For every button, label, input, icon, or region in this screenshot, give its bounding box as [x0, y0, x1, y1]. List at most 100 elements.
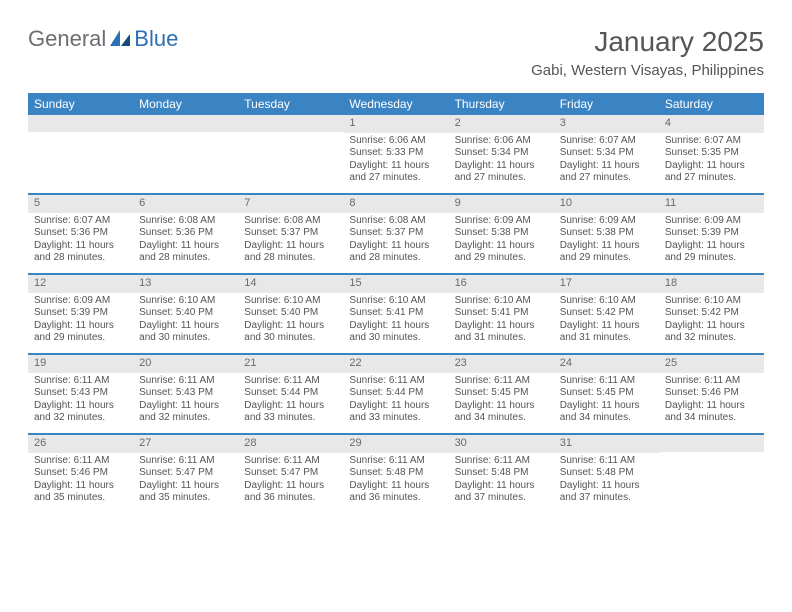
day-cell: 21Sunrise: 6:11 AMSunset: 5:44 PMDayligh… [238, 355, 343, 433]
day-number: 31 [554, 435, 659, 453]
empty-day [133, 115, 238, 132]
sunset-text: Sunset: 5:38 PM [560, 227, 653, 240]
day-number: 25 [659, 355, 764, 373]
sunset-text: Sunset: 5:33 PM [349, 147, 442, 160]
weekday-header: Friday [554, 93, 659, 115]
day-body: Sunrise: 6:11 AMSunset: 5:48 PMDaylight:… [449, 453, 554, 509]
sunrise-text: Sunrise: 6:09 AM [560, 215, 653, 228]
title-block: January 2025 Gabi, Western Visayas, Phil… [531, 26, 764, 79]
day-body: Sunrise: 6:09 AMSunset: 5:38 PMDaylight:… [554, 213, 659, 269]
day-number: 29 [343, 435, 448, 453]
sunrise-text: Sunrise: 6:08 AM [139, 215, 232, 228]
day-cell: 13Sunrise: 6:10 AMSunset: 5:40 PMDayligh… [133, 275, 238, 353]
sunset-text: Sunset: 5:40 PM [139, 307, 232, 320]
day-cell: 25Sunrise: 6:11 AMSunset: 5:46 PMDayligh… [659, 355, 764, 433]
day-body: Sunrise: 6:06 AMSunset: 5:33 PMDaylight:… [343, 133, 448, 189]
sunset-text: Sunset: 5:42 PM [560, 307, 653, 320]
sunrise-text: Sunrise: 6:10 AM [455, 295, 548, 308]
daylight-text: Daylight: 11 hours and 32 minutes. [665, 320, 758, 345]
brand-part2: Blue [134, 26, 178, 52]
daylight-text: Daylight: 11 hours and 36 minutes. [244, 480, 337, 505]
weekday-header: Monday [133, 93, 238, 115]
sunrise-text: Sunrise: 6:11 AM [244, 375, 337, 388]
sunset-text: Sunset: 5:47 PM [139, 467, 232, 480]
sunrise-text: Sunrise: 6:11 AM [34, 455, 127, 468]
daylight-text: Daylight: 11 hours and 29 minutes. [455, 240, 548, 265]
day-cell: 8Sunrise: 6:08 AMSunset: 5:37 PMDaylight… [343, 195, 448, 273]
day-number: 14 [238, 275, 343, 293]
weeks-container: 1Sunrise: 6:06 AMSunset: 5:33 PMDaylight… [28, 115, 764, 513]
sunset-text: Sunset: 5:41 PM [455, 307, 548, 320]
day-body: Sunrise: 6:11 AMSunset: 5:47 PMDaylight:… [133, 453, 238, 509]
sunrise-text: Sunrise: 6:10 AM [349, 295, 442, 308]
day-cell: 18Sunrise: 6:10 AMSunset: 5:42 PMDayligh… [659, 275, 764, 353]
sunrise-text: Sunrise: 6:11 AM [455, 375, 548, 388]
daylight-text: Daylight: 11 hours and 37 minutes. [560, 480, 653, 505]
sail-icon [110, 26, 130, 52]
sunrise-text: Sunrise: 6:09 AM [455, 215, 548, 228]
sunset-text: Sunset: 5:45 PM [455, 387, 548, 400]
day-number: 26 [28, 435, 133, 453]
daylight-text: Daylight: 11 hours and 33 minutes. [244, 400, 337, 425]
day-cell: 23Sunrise: 6:11 AMSunset: 5:45 PMDayligh… [449, 355, 554, 433]
day-cell: 14Sunrise: 6:10 AMSunset: 5:40 PMDayligh… [238, 275, 343, 353]
day-body: Sunrise: 6:10 AMSunset: 5:42 PMDaylight:… [554, 293, 659, 349]
daylight-text: Daylight: 11 hours and 36 minutes. [349, 480, 442, 505]
daylight-text: Daylight: 11 hours and 30 minutes. [139, 320, 232, 345]
day-cell: 16Sunrise: 6:10 AMSunset: 5:41 PMDayligh… [449, 275, 554, 353]
day-number: 9 [449, 195, 554, 213]
week-row: 19Sunrise: 6:11 AMSunset: 5:43 PMDayligh… [28, 355, 764, 435]
sunset-text: Sunset: 5:37 PM [244, 227, 337, 240]
sunset-text: Sunset: 5:36 PM [139, 227, 232, 240]
day-number: 27 [133, 435, 238, 453]
empty-day [659, 435, 764, 452]
day-body: Sunrise: 6:11 AMSunset: 5:48 PMDaylight:… [343, 453, 448, 509]
sunrise-text: Sunrise: 6:09 AM [34, 295, 127, 308]
sunset-text: Sunset: 5:48 PM [560, 467, 653, 480]
sunrise-text: Sunrise: 6:07 AM [34, 215, 127, 228]
day-cell: 20Sunrise: 6:11 AMSunset: 5:43 PMDayligh… [133, 355, 238, 433]
daylight-text: Daylight: 11 hours and 29 minutes. [34, 320, 127, 345]
day-body: Sunrise: 6:06 AMSunset: 5:34 PMDaylight:… [449, 133, 554, 189]
day-number: 24 [554, 355, 659, 373]
day-body: Sunrise: 6:11 AMSunset: 5:46 PMDaylight:… [28, 453, 133, 509]
sunrise-text: Sunrise: 6:07 AM [665, 135, 758, 148]
sunrise-text: Sunrise: 6:09 AM [665, 215, 758, 228]
sunset-text: Sunset: 5:45 PM [560, 387, 653, 400]
day-cell: 31Sunrise: 6:11 AMSunset: 5:48 PMDayligh… [554, 435, 659, 513]
sunset-text: Sunset: 5:48 PM [455, 467, 548, 480]
sunset-text: Sunset: 5:34 PM [560, 147, 653, 160]
weekday-header-row: Sunday Monday Tuesday Wednesday Thursday… [28, 93, 764, 115]
sunset-text: Sunset: 5:43 PM [139, 387, 232, 400]
daylight-text: Daylight: 11 hours and 28 minutes. [34, 240, 127, 265]
daylight-text: Daylight: 11 hours and 35 minutes. [139, 480, 232, 505]
day-number: 3 [554, 115, 659, 133]
sunrise-text: Sunrise: 6:10 AM [244, 295, 337, 308]
sunset-text: Sunset: 5:37 PM [349, 227, 442, 240]
day-cell: 28Sunrise: 6:11 AMSunset: 5:47 PMDayligh… [238, 435, 343, 513]
day-cell: 30Sunrise: 6:11 AMSunset: 5:48 PMDayligh… [449, 435, 554, 513]
weekday-header: Saturday [659, 93, 764, 115]
day-body: Sunrise: 6:10 AMSunset: 5:40 PMDaylight:… [133, 293, 238, 349]
sunrise-text: Sunrise: 6:11 AM [139, 375, 232, 388]
day-cell: 5Sunrise: 6:07 AMSunset: 5:36 PMDaylight… [28, 195, 133, 273]
sunrise-text: Sunrise: 6:10 AM [139, 295, 232, 308]
sunset-text: Sunset: 5:34 PM [455, 147, 548, 160]
daylight-text: Daylight: 11 hours and 27 minutes. [665, 160, 758, 185]
sunset-text: Sunset: 5:44 PM [349, 387, 442, 400]
sunset-text: Sunset: 5:35 PM [665, 147, 758, 160]
day-body: Sunrise: 6:08 AMSunset: 5:37 PMDaylight:… [343, 213, 448, 269]
day-body: Sunrise: 6:07 AMSunset: 5:36 PMDaylight:… [28, 213, 133, 269]
calendar-page: General Blue January 2025 Gabi, Western … [0, 0, 792, 533]
week-row: 5Sunrise: 6:07 AMSunset: 5:36 PMDaylight… [28, 195, 764, 275]
day-body: Sunrise: 6:11 AMSunset: 5:46 PMDaylight:… [659, 373, 764, 429]
daylight-text: Daylight: 11 hours and 34 minutes. [665, 400, 758, 425]
day-number: 13 [133, 275, 238, 293]
day-body: Sunrise: 6:11 AMSunset: 5:44 PMDaylight:… [343, 373, 448, 429]
sunset-text: Sunset: 5:36 PM [34, 227, 127, 240]
day-number: 19 [28, 355, 133, 373]
sunrise-text: Sunrise: 6:08 AM [349, 215, 442, 228]
sunrise-text: Sunrise: 6:07 AM [560, 135, 653, 148]
day-number: 11 [659, 195, 764, 213]
day-body: Sunrise: 6:10 AMSunset: 5:40 PMDaylight:… [238, 293, 343, 349]
